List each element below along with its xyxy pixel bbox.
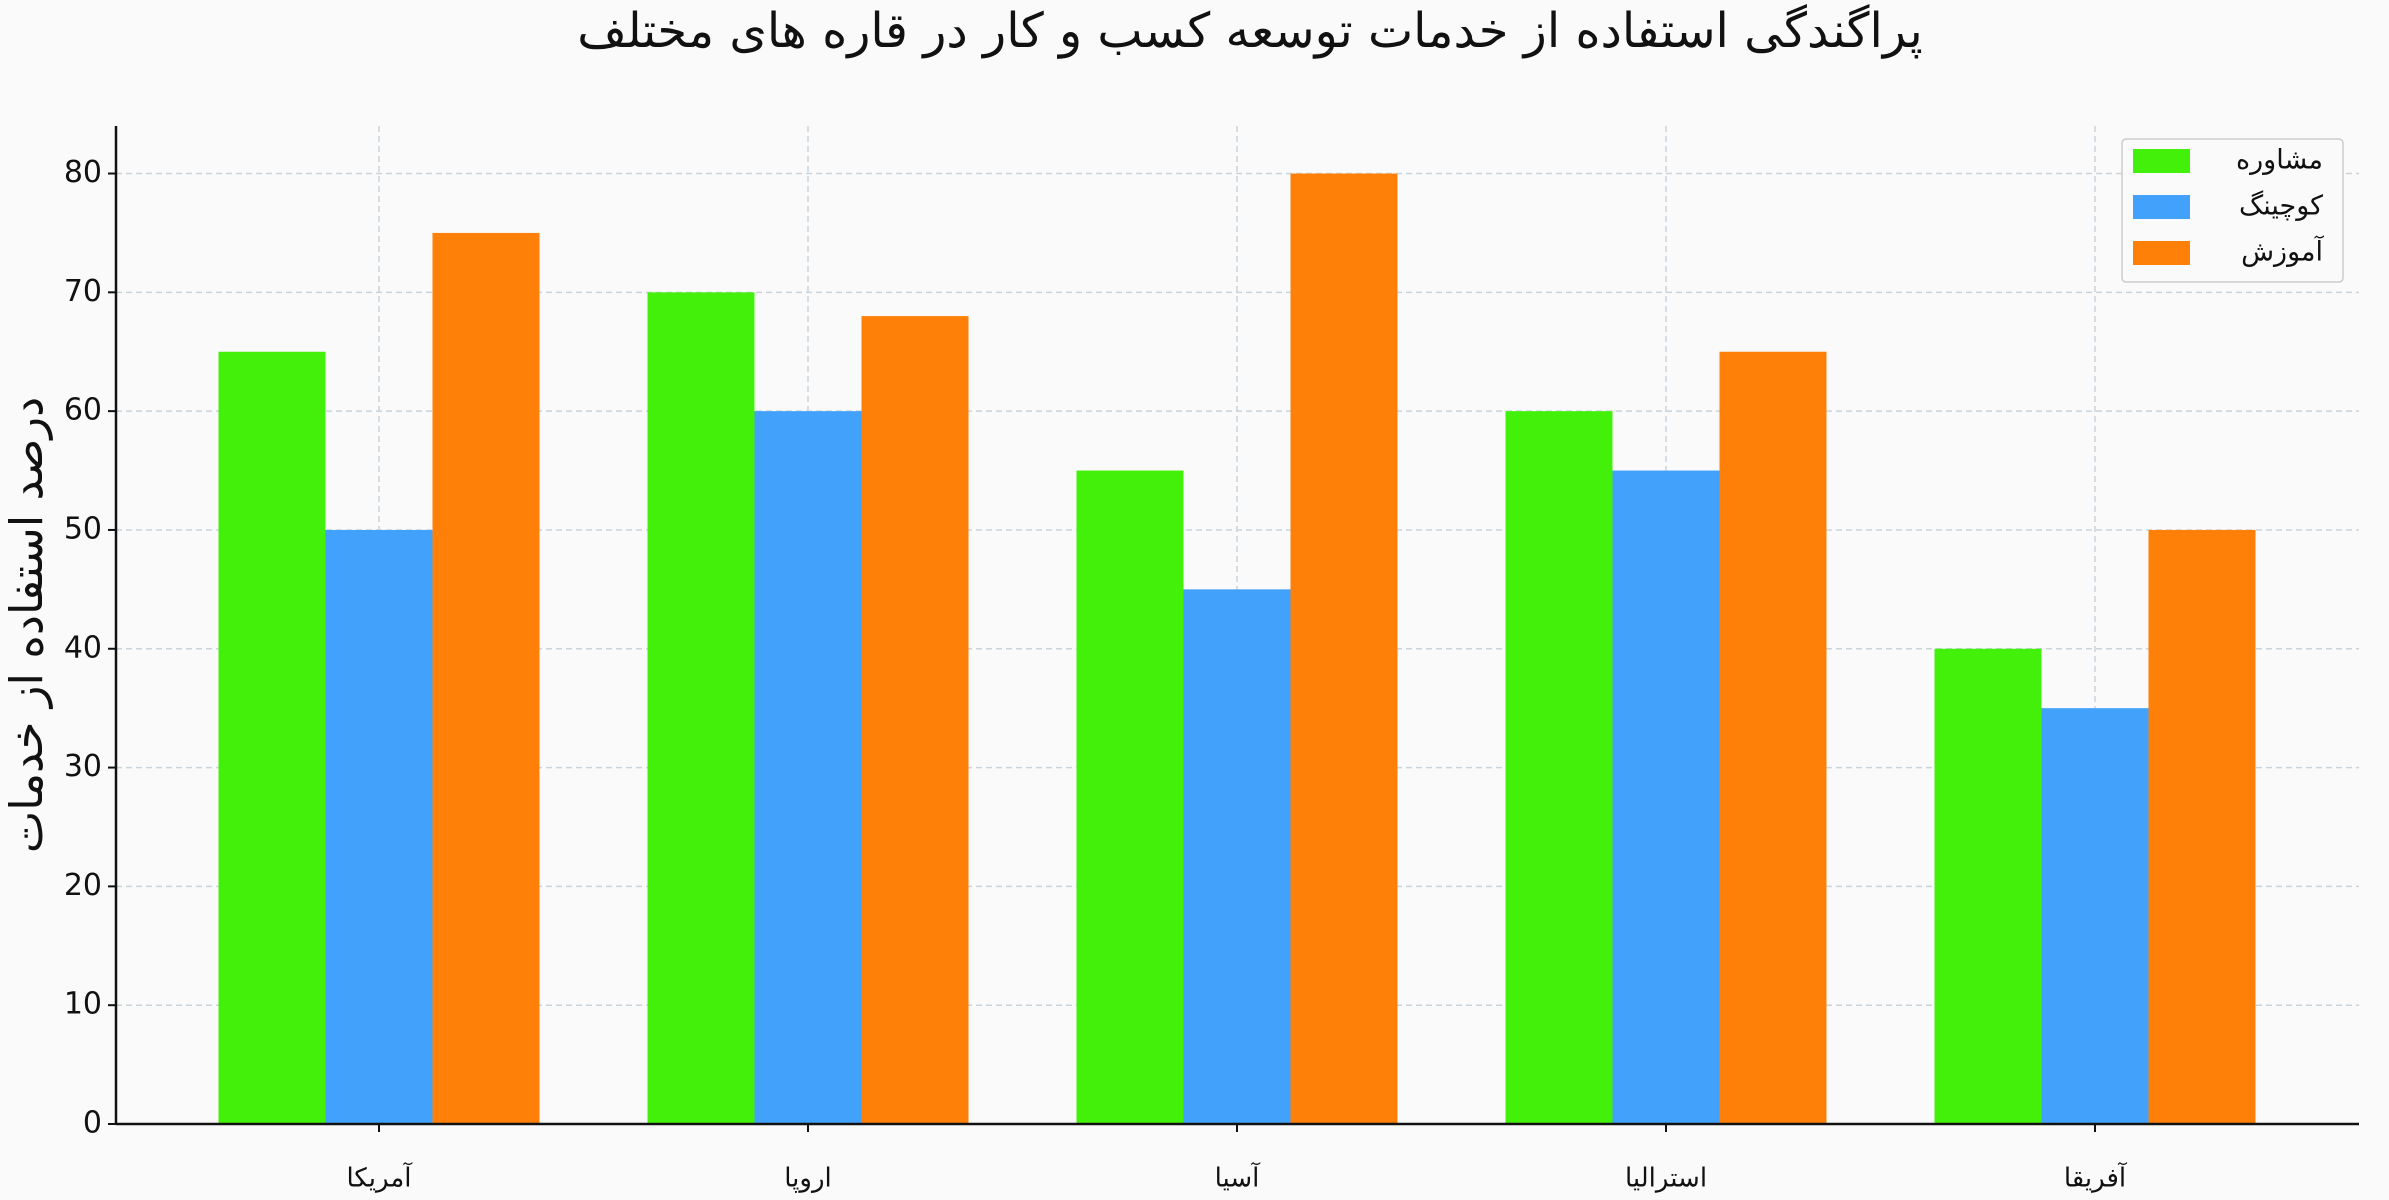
legend-swatch	[2133, 149, 2190, 173]
x-tick-label: آسیا	[1215, 1162, 1262, 1194]
legend: مشاوره کوچینگ آموزش	[2121, 138, 2344, 283]
bar	[647, 292, 755, 1124]
bar	[861, 316, 969, 1125]
bar	[1183, 589, 1291, 1124]
bar	[2041, 708, 2149, 1124]
bar	[1505, 411, 1613, 1125]
legend-swatch	[2133, 241, 2190, 265]
legend-label: مشاوره	[2236, 145, 2323, 176]
bar	[754, 411, 862, 1125]
y-axis-label: درصد استفاده از خدمات	[0, 397, 53, 853]
legend-label: آموزش	[2241, 236, 2324, 268]
bar	[1934, 648, 2042, 1124]
x-tick-label: آمریکا	[346, 1162, 413, 1194]
y-tick-label: 70	[64, 274, 102, 309]
legend-label: کوچینگ	[2239, 190, 2323, 222]
chart-title: پراگندگی استفاده از خدمات توسعه کسب و کا…	[577, 3, 1922, 59]
bar	[1076, 470, 1184, 1124]
bar	[325, 529, 433, 1124]
y-tick-label: 10	[64, 987, 102, 1022]
x-tick-label: اروپا	[784, 1164, 832, 1194]
x-tick-label: آفریقا	[2064, 1162, 2128, 1194]
y-tick-label: 60	[64, 393, 102, 428]
y-tick-label: 30	[64, 749, 102, 784]
bar	[218, 351, 326, 1124]
y-tick-label: 80	[64, 155, 102, 190]
y-tick-label: 40	[64, 630, 102, 665]
y-tick-label: 50	[64, 511, 102, 546]
legend-swatch	[2133, 195, 2190, 219]
x-tick-label: استرالیا	[1625, 1164, 1707, 1194]
bar	[1612, 470, 1720, 1124]
y-tick-label: 0	[83, 1106, 102, 1141]
bar	[1290, 173, 1398, 1124]
y-tick-label: 20	[64, 868, 102, 903]
bar	[432, 232, 540, 1124]
bar	[1719, 351, 1827, 1124]
bar	[2148, 529, 2256, 1124]
